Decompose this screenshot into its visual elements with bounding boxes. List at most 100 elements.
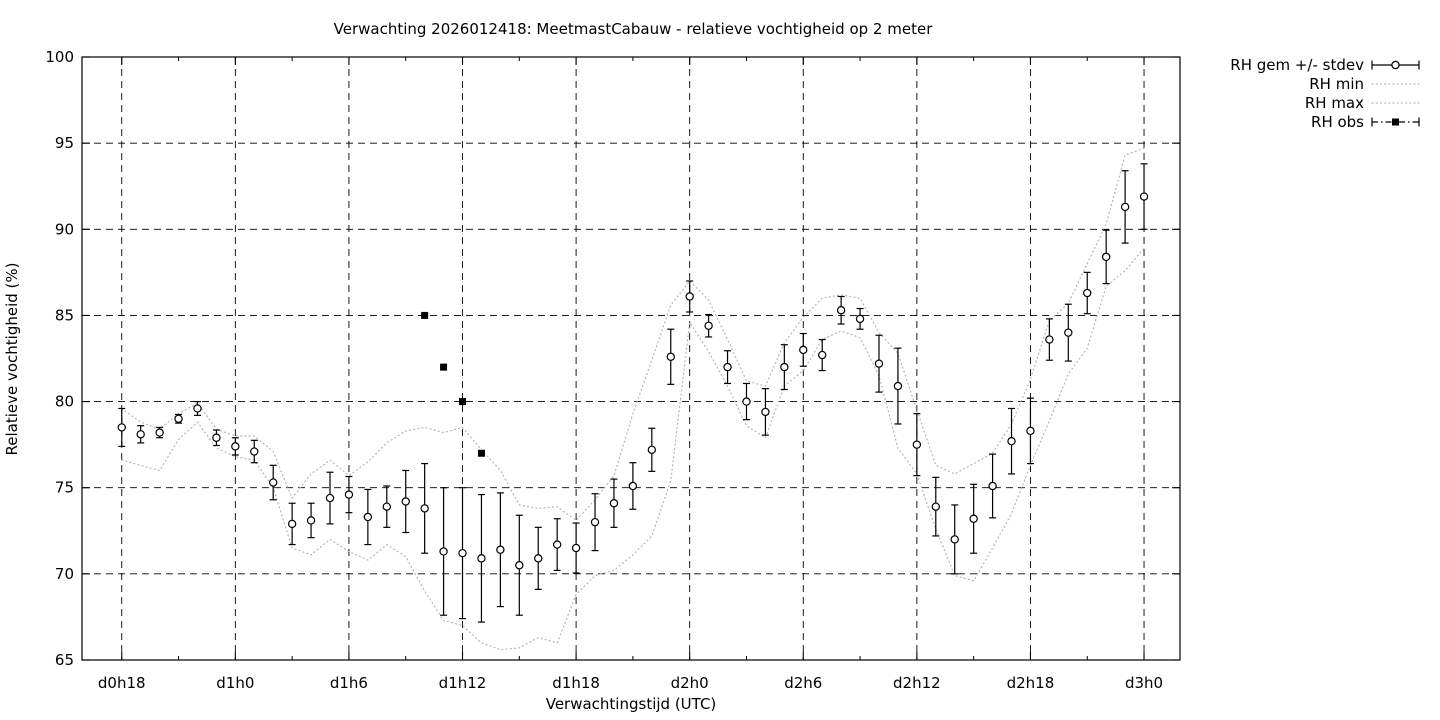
mean-point — [704, 321, 713, 330]
mean-point — [799, 345, 808, 355]
obs-point — [477, 449, 485, 457]
mean-point — [306, 516, 316, 525]
legend-entry: RH obs — [1311, 113, 1420, 131]
mean-point — [477, 554, 486, 563]
mean-point — [496, 545, 505, 554]
mean-point — [212, 433, 221, 442]
mean-point — [818, 350, 827, 360]
y-tick-label: 100 — [45, 48, 74, 66]
mean-point — [1101, 252, 1111, 262]
x-tick-label: d2h18 — [1007, 674, 1055, 692]
mean-point — [571, 543, 581, 553]
y-tick-label: 70 — [55, 565, 74, 583]
mean-point — [1139, 192, 1149, 201]
mean-point — [250, 447, 259, 456]
mean-point — [590, 517, 600, 527]
obs-point — [459, 398, 467, 406]
y-tick-label: 65 — [55, 651, 74, 669]
mean-point — [874, 359, 884, 368]
mean-point — [534, 554, 543, 563]
mean-point — [193, 404, 202, 413]
chart-title: Verwachting 2026012418: MeetmastCabauw -… — [334, 20, 934, 38]
series-layer — [117, 147, 1149, 651]
legend-label-rh-obs: RH obs — [1311, 113, 1364, 131]
mean-point — [401, 497, 410, 506]
x-tick-label: d2h12 — [893, 674, 941, 692]
rh-mean-errorbars — [117, 163, 1149, 623]
mean-point — [685, 292, 694, 301]
x-tick-label: d1h6 — [330, 674, 368, 692]
plot-border — [81, 56, 1181, 661]
x-tick-label: d1h18 — [552, 674, 600, 692]
legend-sample-square — [1392, 118, 1399, 126]
mean-point — [552, 540, 562, 549]
mean-point — [836, 306, 846, 315]
mean-point — [325, 493, 335, 503]
mean-point — [1120, 202, 1130, 212]
mean-point — [439, 547, 448, 556]
legend-label-rh-gem-stdev: RH gem +/- stdev — [1230, 56, 1364, 74]
legend-entry: RH max — [1305, 94, 1420, 112]
y-axis-label: Relatieve vochtigheid (%) — [3, 262, 21, 455]
mean-point — [1083, 288, 1092, 298]
y-tick-label: 95 — [55, 134, 74, 152]
mean-point — [136, 430, 145, 439]
legend-sample-circle — [1391, 60, 1400, 70]
mean-point — [969, 514, 978, 523]
mean-point — [515, 561, 524, 570]
x-tick-label: d3h0 — [1125, 674, 1163, 692]
legend-entry: RH gem +/- stdev — [1230, 56, 1420, 74]
mean-point — [931, 502, 940, 511]
x-tick-label: d1h0 — [216, 674, 254, 692]
mean-point — [1007, 436, 1016, 446]
y-tick-label: 80 — [55, 393, 74, 411]
x-tick-label: d2h0 — [671, 674, 709, 692]
x-tick-label: d1h12 — [439, 674, 487, 692]
y-tick-label: 90 — [55, 220, 74, 238]
mean-point — [723, 362, 732, 372]
mean-point — [382, 502, 391, 511]
mean-point — [628, 481, 638, 491]
mean-point — [287, 519, 297, 529]
legend-entry: RH min — [1309, 75, 1420, 93]
rh-min-curve — [121, 247, 1145, 651]
mean-point — [950, 535, 959, 544]
mean-point — [647, 445, 657, 455]
mean-point — [666, 352, 675, 361]
mean-point — [155, 428, 164, 437]
legend-label-rh-max: RH max — [1305, 94, 1364, 112]
grid-layer — [82, 57, 1180, 660]
mean-point — [988, 481, 997, 491]
x-tick-label: d2h6 — [784, 674, 822, 692]
mean-point — [742, 397, 751, 406]
mean-point — [1045, 335, 1054, 344]
mean-point — [174, 414, 183, 423]
mean-point — [855, 314, 865, 324]
x-axis-label: Verwachtingstijd (UTC) — [546, 695, 717, 713]
obs-point — [421, 311, 429, 319]
rh-obs-points — [421, 311, 485, 457]
mean-point — [344, 490, 354, 499]
mean-point — [912, 440, 922, 449]
rh-max-curve — [121, 147, 1145, 522]
mean-point — [761, 407, 770, 417]
mean-point — [269, 478, 278, 487]
mean-point — [458, 548, 467, 558]
mean-point — [420, 504, 429, 513]
x-tick-label: d0h18 — [98, 674, 146, 692]
mean-point — [231, 442, 240, 451]
legend-label-rh-min: RH min — [1309, 75, 1364, 93]
obs-point — [440, 363, 448, 371]
mean-point — [609, 499, 619, 508]
mean-point — [1026, 426, 1035, 436]
y-tick-label: 75 — [55, 479, 74, 497]
mean-point — [780, 362, 789, 372]
axis-layer: 65 70 75 80 85 90 95 100 d0h18 d1h0 d1h6 d1h12 d1h18… — [45, 48, 1181, 692]
y-tick-label: 85 — [55, 306, 74, 324]
mean-point — [117, 423, 126, 432]
mean-point — [1064, 328, 1073, 337]
mean-point — [363, 512, 373, 522]
